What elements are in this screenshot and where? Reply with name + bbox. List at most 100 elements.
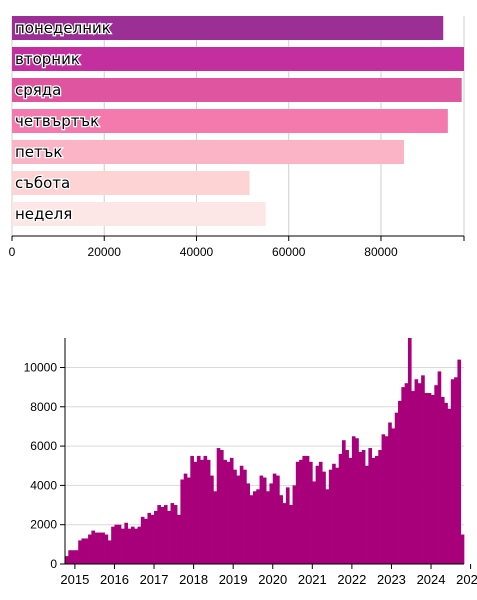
y-tick-label: 0: [50, 557, 57, 571]
monthly-bar: [216, 448, 221, 564]
monthly-bar: [167, 510, 171, 564]
monthly-bar: [411, 391, 415, 564]
monthly-bar: [243, 469, 247, 564]
weekday-bar: [12, 202, 266, 226]
monthly-bar: [368, 448, 373, 564]
monthly-bar: [454, 377, 458, 564]
x-tick-label: 80000: [364, 245, 398, 259]
monthly-bar: [325, 489, 330, 564]
x-tick-label: 60000: [272, 245, 306, 259]
y-tick-label: 4000: [30, 478, 57, 492]
monthly-bar: [272, 473, 277, 564]
monthly-bar: [421, 375, 425, 564]
monthly-bar: [78, 540, 82, 564]
monthly-bar: [160, 507, 165, 564]
weekday-label: четвъртък: [15, 112, 99, 130]
monthly-bars: [65, 338, 465, 564]
x-tick-label: 2025: [456, 572, 477, 587]
monthly-bar: [229, 457, 234, 564]
monthly-bar: [91, 530, 96, 564]
monthly-bar: [276, 475, 280, 564]
monthly-bar: [137, 526, 142, 564]
x-tick-label: 2023: [377, 572, 406, 587]
monthly-bar: [302, 455, 307, 564]
monthly-bar: [407, 338, 412, 564]
x-tick-label: 2019: [219, 572, 248, 587]
monthly-bar: [427, 393, 432, 564]
monthly-bar: [124, 522, 129, 564]
weekday-label: сряда: [15, 81, 61, 99]
monthly-bar: [88, 534, 92, 564]
monthly-bar: [378, 450, 382, 564]
monthly-bar: [246, 483, 251, 564]
monthly-bar: [285, 487, 290, 564]
monthly-bar: [203, 455, 208, 564]
monthly-bar: [447, 408, 452, 564]
monthly-bar: [414, 379, 419, 564]
monthly-bar: [190, 455, 194, 564]
monthly-bar: [374, 455, 379, 564]
weekday-bar: [12, 140, 405, 164]
weekday-label: събота: [15, 174, 70, 192]
weekday-bar: [12, 109, 448, 133]
monthly-bar: [332, 463, 336, 564]
monthly-bar: [226, 461, 231, 564]
x-tick-label: 2015: [60, 572, 89, 587]
monthly-bar: [269, 483, 274, 564]
monthly-bar: [262, 477, 267, 564]
monthly-bar: [236, 475, 241, 564]
monthly-bar: [81, 538, 86, 564]
monthly-bar: [434, 385, 438, 564]
monthly-bar: [130, 526, 135, 564]
monthly-bar: [309, 461, 313, 564]
monthly-bar: [187, 477, 191, 564]
monthly-bar: [150, 514, 155, 564]
x-tick-label: 2016: [100, 572, 129, 587]
y-tick-label: 8000: [30, 400, 57, 414]
monthly-bar: [388, 422, 392, 564]
monthly-bar: [210, 475, 214, 564]
monthly-bar: [223, 459, 227, 564]
monthly-bar: [338, 453, 343, 564]
monthly-bar: [328, 469, 333, 564]
monthly-bar: [259, 475, 264, 564]
monthly-bar: [97, 532, 102, 564]
monthly-bar: [140, 516, 145, 564]
monthly-bar: [239, 465, 244, 564]
monthly-bar: [345, 450, 349, 564]
monthly-bar: [424, 393, 429, 564]
monthly-bar: [183, 473, 188, 564]
monthly-bar: [299, 459, 303, 564]
monthly-bar: [381, 434, 386, 564]
monthly-bar: [282, 503, 287, 564]
monthly-bar: [134, 528, 138, 564]
monthly-bar: [206, 459, 211, 564]
monthly-bar: [193, 461, 198, 564]
x-tick-label: 20000: [88, 245, 122, 259]
monthly-bar: [200, 459, 204, 564]
monthly-bar: [117, 524, 122, 564]
monthly-bar: [365, 465, 369, 564]
monthly-bar: [305, 455, 310, 564]
monthly-bar: [147, 512, 152, 564]
monthly-bar: [444, 402, 448, 564]
monthly-bar: [289, 505, 293, 564]
monthly-bar: [84, 538, 89, 564]
monthly-bar: [384, 436, 389, 564]
monthly-bar: [111, 526, 115, 564]
monthly-bar: [460, 534, 465, 564]
monthly-bar: [180, 479, 185, 564]
weekday-labels: понеделник вторник сряда четвъртък петък събо…: [14, 18, 112, 225]
weekday-chart: понеделник вторник сряда четвъртък петък събо…: [9, 16, 465, 259]
monthly-bar: [177, 514, 181, 564]
x-tick-label: 2020: [258, 572, 287, 587]
x-tick-label: 2017: [140, 572, 169, 587]
monthly-bar: [322, 471, 326, 564]
monthly-bar: [213, 491, 218, 564]
monthly-bar: [173, 505, 178, 564]
monthly-bar: [361, 450, 366, 564]
weekday-label: понеделник: [15, 19, 111, 37]
monthly-bar: [233, 469, 237, 564]
monthly-bar: [335, 467, 340, 564]
monthly-bar: [157, 505, 161, 564]
